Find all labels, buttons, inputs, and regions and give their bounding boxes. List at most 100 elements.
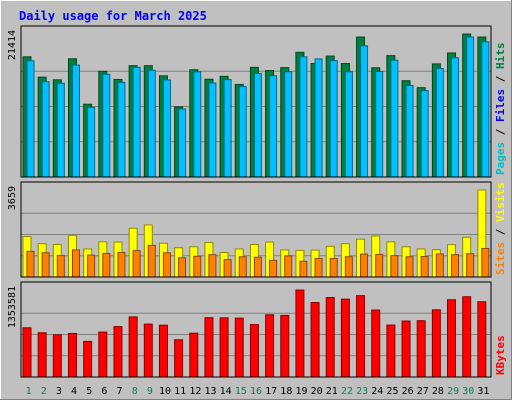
bar-files-day-18 [284, 71, 293, 178]
bar-sites-day-29 [451, 254, 460, 278]
x-tick-label-day-30: 30 [462, 386, 474, 397]
x-tick-label-day-2: 2 [41, 386, 47, 397]
bar-sites-day-2 [41, 252, 50, 278]
bar-kbytes-day-10 [158, 324, 168, 378]
bar-files-day-26 [405, 84, 414, 178]
bar-files-day-8 [132, 66, 141, 178]
bar-kbytes-day-7 [113, 326, 123, 378]
bar-files-day-9 [147, 69, 156, 178]
bar-sites-day-30 [466, 253, 475, 278]
bar-files-day-25 [390, 59, 399, 178]
bar-files-day-20 [314, 58, 323, 178]
x-tick-label-day-13: 13 [204, 386, 216, 397]
x-tick-label-day-20: 20 [311, 386, 323, 397]
x-tick-label-day-26: 26 [402, 386, 414, 397]
bar-kbytes-day-9 [143, 323, 153, 378]
bar-sites-day-7 [117, 252, 126, 278]
x-tick-label-day-8: 8 [132, 386, 138, 397]
x-tick-label-day-11: 11 [174, 386, 186, 397]
bar-sites-day-31 [481, 247, 490, 278]
x-tick-label-day-18: 18 [280, 386, 292, 397]
legend-files: Files [494, 89, 507, 122]
bar-sites-day-23 [360, 253, 369, 278]
bar-kbytes-day-25 [386, 324, 396, 378]
bar-files-day-10 [162, 79, 171, 178]
x-tick-label-day-29: 29 [447, 386, 459, 397]
bar-sites-day-24 [375, 253, 384, 278]
bar-files-day-28 [435, 68, 444, 178]
bar-sites-day-9 [147, 244, 156, 278]
bar-files-day-24 [375, 70, 384, 178]
bar-kbytes-day-19 [295, 289, 305, 378]
bar-kbytes-day-6 [98, 331, 108, 378]
bar-kbytes-day-17 [265, 314, 275, 378]
bar-kbytes-day-28 [431, 309, 441, 378]
bar-kbytes-day-12 [189, 332, 199, 378]
bar-files-day-27 [420, 90, 429, 178]
bar-files-day-11 [178, 108, 187, 178]
bar-sites-day-27 [420, 256, 429, 278]
y-tick-label: 3659 [7, 186, 18, 210]
bar-files-day-29 [451, 57, 460, 178]
bar-files-day-1 [26, 60, 35, 178]
bar-sites-day-15 [238, 256, 247, 278]
bar-kbytes-day-11 [174, 339, 184, 378]
bar-files-day-7 [117, 81, 126, 178]
bar-sites-day-28 [435, 253, 444, 278]
bar-files-day-12 [193, 71, 202, 178]
bar-kbytes-day-23 [356, 295, 366, 378]
bar-kbytes-day-24 [371, 309, 381, 378]
bar-files-day-13 [208, 82, 217, 178]
bar-sites-day-5 [87, 254, 96, 278]
x-tick-label-day-27: 27 [417, 386, 429, 397]
bar-files-day-2 [41, 81, 50, 178]
bar-kbytes-day-15 [234, 317, 244, 378]
x-tick-label-day-4: 4 [71, 386, 77, 397]
bar-kbytes-day-4 [67, 332, 77, 378]
x-tick-label-day-21: 21 [326, 386, 338, 397]
x-tick-label-day-15: 15 [235, 386, 247, 397]
x-tick-label-day-28: 28 [432, 386, 444, 397]
bar-sites-day-11 [178, 257, 187, 278]
bar-kbytes-day-8 [128, 316, 138, 378]
bar-sites-day-12 [193, 255, 202, 278]
bar-kbytes-day-29 [447, 299, 457, 378]
bar-files-day-5 [87, 107, 96, 178]
bar-sites-day-1 [26, 250, 35, 278]
bar-sites-day-13 [208, 254, 217, 278]
bar-kbytes-day-3 [52, 334, 62, 378]
bar-sites-day-3 [56, 255, 65, 278]
visits-panel: 3659 Sites / Visits [7, 181, 507, 278]
bar-files-day-31 [481, 41, 490, 178]
bar-files-day-3 [56, 82, 65, 178]
bar-sites-day-19 [299, 260, 308, 278]
bar-sites-day-25 [390, 255, 399, 278]
legend-hits: Hits [494, 43, 507, 70]
x-tick-label-day-25: 25 [386, 386, 398, 397]
legend-kbytes: KBytes [494, 335, 507, 375]
bar-files-day-30 [466, 36, 475, 178]
x-tick-label-day-7: 7 [117, 386, 123, 397]
x-tick-label-day-12: 12 [189, 386, 201, 397]
bar-kbytes-day-18 [280, 314, 290, 378]
bar-files-day-15 [238, 86, 247, 178]
bar-sites-day-4 [71, 249, 80, 278]
bar-sites-day-20 [314, 257, 323, 278]
bar-kbytes-day-13 [204, 317, 214, 378]
bar-files-day-4 [71, 64, 80, 178]
x-tick-label-day-6: 6 [101, 386, 107, 397]
bar-sites-day-21 [329, 257, 338, 278]
legend-separator: / [494, 222, 507, 242]
bar-files-day-21 [329, 60, 338, 178]
x-tick-label-day-19: 19 [295, 386, 307, 397]
plot-border [20, 181, 492, 278]
bar-kbytes-day-30 [462, 296, 472, 378]
x-tick-label-day-24: 24 [371, 386, 383, 397]
bar-sites-day-26 [405, 256, 414, 278]
hits-panel: 21414 Pages / Files / Hits [7, 25, 507, 178]
bar-kbytes-day-5 [83, 340, 93, 378]
plot-border [20, 25, 492, 178]
kbytes-panel: 1353581 KBytes [7, 281, 507, 378]
legend-separator: / [494, 69, 507, 89]
